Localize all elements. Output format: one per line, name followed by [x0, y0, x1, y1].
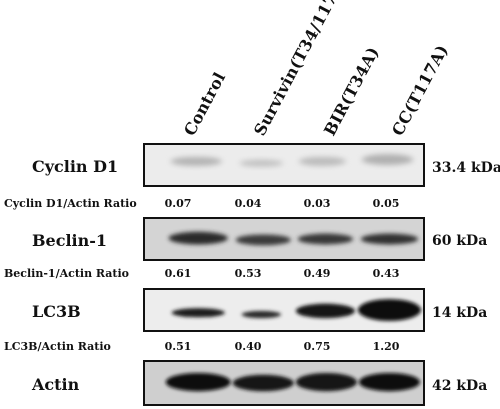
cyclin-d1-ratio-bir: 0.03 [303, 197, 331, 210]
actin-label: Actin [32, 375, 80, 394]
lane-label-cc-t117a: CC(T117A) [388, 41, 452, 139]
beclin-1-ratio-cc: 0.43 [372, 267, 400, 280]
lc3b-ratio-label: LC3B/Actin Ratio [4, 340, 111, 353]
beclin-1-size: 60 kDa [432, 233, 488, 249]
beclin-1-label: Beclin-1 [32, 231, 108, 250]
lc3b-blot-image [143, 288, 425, 332]
beclin-1-blot-image [143, 217, 425, 261]
lane-label-control: Control [180, 69, 230, 139]
beclin-1-ratio-bir: 0.49 [303, 267, 331, 280]
lc3b-ratio-survivin: 0.40 [234, 340, 262, 353]
lc3b-ratio-cc: 1.20 [372, 340, 400, 353]
actin-size: 42 kDa [432, 378, 488, 394]
lane-label-bir-t34a: BIR(T34A) [320, 43, 383, 139]
beclin-1-ratio-label: Beclin-1/Actin Ratio [4, 267, 130, 280]
lc3b-ratio-bir: 0.75 [303, 340, 331, 353]
beclin-1-ratio-control: 0.61 [164, 267, 192, 280]
lc3b-label: LC3B [32, 302, 81, 321]
cyclin-d1-ratio-label: Cyclin D1/Actin Ratio [4, 197, 137, 210]
lc3b-size: 14 kDa [432, 305, 488, 321]
cyclin-d1-blot-image [143, 143, 425, 187]
beclin-1-ratio-survivin: 0.53 [234, 267, 262, 280]
cyclin-d1-size: 33.4 kDa [432, 160, 500, 176]
lc3b-ratio-control: 0.51 [164, 340, 192, 353]
cyclin-d1-ratio-control: 0.07 [164, 197, 192, 210]
cyclin-d1-ratio-cc: 0.05 [372, 197, 400, 210]
cyclin-d1-label: Cyclin D1 [32, 157, 119, 176]
cyclin-d1-ratio-survivin: 0.04 [234, 197, 262, 210]
actin-blot-image [143, 360, 425, 406]
